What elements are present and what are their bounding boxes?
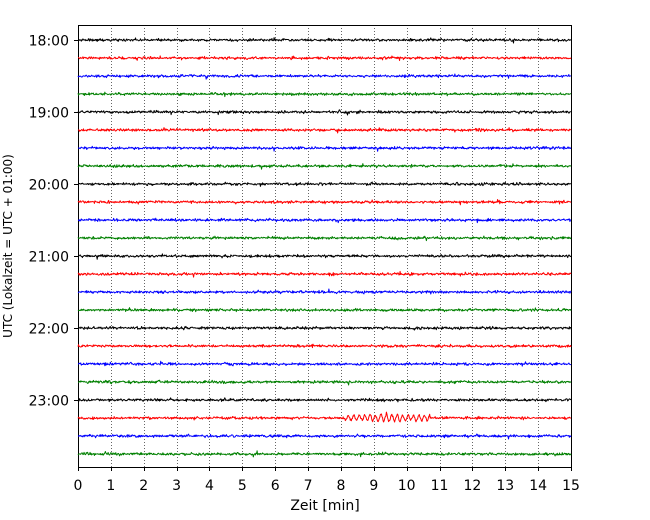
trace-2245 — [77, 379, 572, 386]
y-axis-label: UTC (Lokalzeit = UTC + 01:00) — [1, 154, 15, 338]
x-axis-label: Zeit [min] — [290, 498, 359, 514]
x-tick-label: 1 — [106, 478, 115, 494]
trace-2215 — [77, 343, 572, 349]
x-tick-label: 12 — [463, 478, 481, 494]
trace-2315 — [77, 411, 572, 423]
x-tick-label: 10 — [398, 478, 416, 494]
trace-1845 — [77, 91, 572, 98]
x-tick-label: 13 — [496, 478, 514, 494]
traces-group — [77, 37, 572, 458]
y-tick-label: 19:00 — [29, 106, 69, 122]
y-axis: 18:00 19:00 20:00 21:00 22:00 23:00 — [29, 34, 78, 410]
x-tick-label: 7 — [304, 478, 313, 494]
y-tick-label: 22:00 — [29, 322, 69, 338]
x-tick-label: 8 — [336, 478, 345, 494]
x-tick-label: 3 — [172, 478, 181, 494]
y-tick-label: 20:00 — [29, 178, 69, 194]
trace-2200 — [77, 325, 572, 331]
x-tick-label: 14 — [529, 478, 547, 494]
trace-2145 — [77, 307, 572, 313]
trace-2345 — [77, 450, 572, 458]
trace-2030 — [77, 217, 572, 224]
trace-2100 — [77, 253, 572, 260]
y-tick-label: 18:00 — [29, 34, 69, 50]
trace-2300 — [77, 397, 572, 403]
trace-2130 — [77, 288, 572, 295]
x-tick-label: 11 — [431, 478, 449, 494]
trace-2115 — [77, 270, 572, 278]
trace-2000 — [77, 181, 571, 187]
trace-1915 — [77, 127, 572, 134]
trace-1945 — [77, 163, 572, 170]
x-tick-label: 9 — [369, 478, 378, 494]
x-tick-label: 0 — [74, 478, 83, 494]
x-tick-label: 6 — [271, 478, 280, 494]
trace-2330 — [77, 433, 572, 440]
y-tick-label: 21:00 — [29, 250, 69, 266]
trace-1930 — [77, 145, 572, 152]
trace-1815 — [77, 55, 572, 62]
trace-2015 — [77, 198, 572, 206]
x-tick-label: 4 — [205, 478, 214, 494]
x-tick-label: 15 — [562, 478, 580, 494]
x-tick-label: 2 — [139, 478, 148, 494]
x-axis: 0 1 2 3 4 5 6 7 8 9 10 11 12 13 14 15 — [74, 467, 580, 494]
trace-2045 — [77, 235, 572, 242]
x-tick-label: 5 — [238, 478, 247, 494]
trace-1900 — [77, 109, 572, 116]
y-tick-label: 23:00 — [29, 394, 69, 410]
plot-frame — [78, 25, 572, 468]
trace-2230 — [77, 360, 572, 367]
trace-1830 — [77, 73, 572, 80]
trace-1800 — [77, 37, 572, 44]
